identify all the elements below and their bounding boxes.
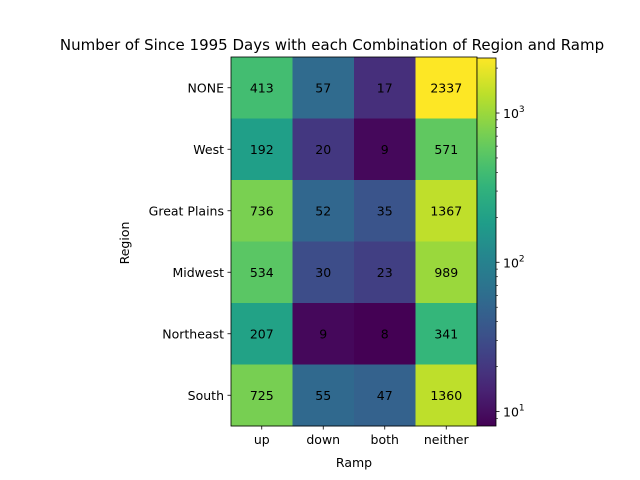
heatmap-cell xyxy=(354,57,416,119)
colorbar-tick-label: 102 xyxy=(503,254,525,270)
heatmap-cell xyxy=(292,57,355,119)
cell-value-label: 30 xyxy=(315,265,331,280)
x-tick-label: neither xyxy=(424,432,470,447)
heatmap-cell xyxy=(231,180,293,242)
cell-value-label: 17 xyxy=(377,80,393,95)
heatmap-cell xyxy=(415,57,478,119)
x-tick-label: down xyxy=(306,432,340,447)
cell-value-label: 341 xyxy=(434,326,458,341)
heatmap-cell xyxy=(354,364,416,427)
heatmap-cell xyxy=(292,180,355,242)
y-tick-label: Great Plains xyxy=(149,203,224,218)
cell-value-label: 8 xyxy=(381,326,389,341)
y-tick-label: NONE xyxy=(188,80,225,95)
cell-value-label: 47 xyxy=(377,388,393,403)
cell-value-label: 20 xyxy=(315,142,331,157)
colorbar-tick-label: 103 xyxy=(503,105,525,121)
y-axis-label: Region xyxy=(117,222,132,265)
cell-value-label: 571 xyxy=(434,142,458,157)
heatmap-cell xyxy=(415,118,478,181)
heatmap-cell xyxy=(354,118,416,181)
heatmap-cell xyxy=(354,303,416,365)
heatmap-cell xyxy=(292,118,355,181)
y-tick-label: Midwest xyxy=(172,265,224,280)
y-tick-label: West xyxy=(193,142,224,157)
heatmap-cell xyxy=(231,118,293,181)
heatmap-cell xyxy=(292,364,355,427)
colorbar-gradient xyxy=(476,57,497,427)
heatmap-cell xyxy=(354,180,416,242)
cell-value-label: 57 xyxy=(315,80,331,95)
heatmap-cell xyxy=(354,241,416,304)
colorbar: 101 102 103 xyxy=(476,57,525,427)
y-tick-label: South xyxy=(188,388,224,403)
y-axis: NONE West Great Plains Midwest Northeast Sout… xyxy=(149,80,231,403)
cell-value-label: 2337 xyxy=(430,80,462,95)
cell-value-label: 207 xyxy=(250,326,274,341)
cell-value-label: 55 xyxy=(315,388,331,403)
cell-value-label: 413 xyxy=(250,80,274,95)
cell-value-label: 989 xyxy=(434,265,458,280)
heatmap-cell xyxy=(415,303,478,365)
cell-value-label: 1360 xyxy=(430,388,462,403)
cell-value-label: 9 xyxy=(381,142,389,157)
heatmap-cell xyxy=(415,364,478,427)
heatmap-cell xyxy=(231,241,293,304)
heatmap-cell xyxy=(415,241,478,304)
cell-value-label: 35 xyxy=(377,203,393,218)
heatmap-cell xyxy=(292,241,355,304)
x-tick-label: up xyxy=(254,432,270,447)
x-axis-label: Ramp xyxy=(336,455,372,470)
y-tick-label: Northeast xyxy=(162,326,224,341)
heatmap-cell xyxy=(415,180,478,242)
cell-value-label: 23 xyxy=(377,265,393,280)
heatmap-cell xyxy=(292,303,355,365)
heatmap-cell xyxy=(231,364,293,427)
cell-value-label: 1367 xyxy=(430,203,462,218)
x-axis: up down both neither xyxy=(254,426,470,447)
cell-value-label: 736 xyxy=(250,203,274,218)
cell-value-label: 725 xyxy=(250,388,274,403)
cell-value-label: 52 xyxy=(315,203,331,218)
colorbar-tick-label: 101 xyxy=(503,404,525,420)
chart-title: Number of Since 1995 Days with each Comb… xyxy=(60,36,604,54)
cell-value-label: 9 xyxy=(319,326,327,341)
heatmap-cell xyxy=(231,57,293,119)
heatmap-cell xyxy=(231,303,293,365)
cell-value-label: 192 xyxy=(250,142,274,157)
cell-value-label: 534 xyxy=(250,265,274,280)
x-tick-label: both xyxy=(371,432,399,447)
